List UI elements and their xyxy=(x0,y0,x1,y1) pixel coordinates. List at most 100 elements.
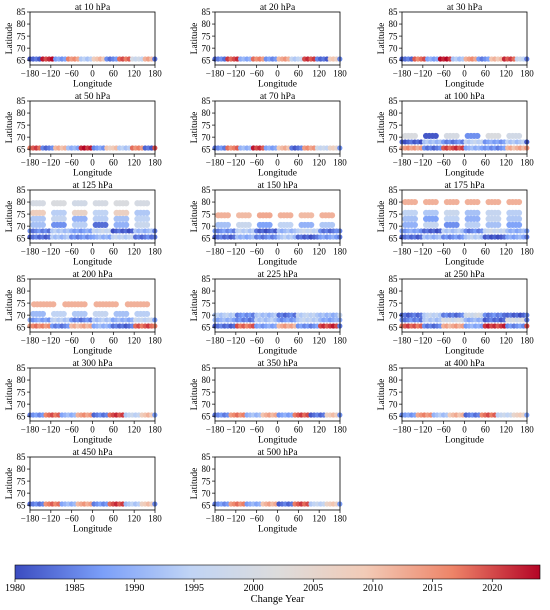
data-point xyxy=(60,221,67,229)
x-tick-label: 180 xyxy=(148,158,162,168)
data-point xyxy=(81,200,88,207)
y-tick-label: 85 xyxy=(389,7,399,17)
subplot-title: at 225 hPa xyxy=(257,270,298,280)
subplot-title: at 300 hPa xyxy=(72,359,113,369)
x-axis-label: Longitude xyxy=(258,80,297,90)
subplot-title: at 100 hPa xyxy=(444,92,485,102)
x-tick-label: 120 xyxy=(312,425,326,435)
x-tick-label: 60 xyxy=(294,247,304,257)
x-axis-label: Longitude xyxy=(258,169,297,179)
x-tick-label: 120 xyxy=(499,336,513,346)
x-tick-label: 180 xyxy=(148,514,162,524)
y-tick-label: 65 xyxy=(202,411,212,421)
y-tick-label: 75 xyxy=(389,298,399,308)
x-tick-label: −60 xyxy=(437,425,452,435)
y-tick-label: 85 xyxy=(17,452,27,462)
y-tick-label: 70 xyxy=(17,221,27,231)
y-axis-label: Latitude xyxy=(190,112,200,144)
x-tick-label: 0 xyxy=(90,247,95,257)
y-tick-label: 70 xyxy=(389,221,399,231)
colorbar-tick-label: 2015 xyxy=(423,583,443,594)
data-point xyxy=(60,200,67,207)
x-tick-label: 0 xyxy=(90,514,95,524)
data-point xyxy=(143,301,151,308)
x-tick-label: 180 xyxy=(520,158,534,168)
subplot-6: at 100 hPa 65 70 75 80 85 −180 −120 −60 0 60 120 180… xyxy=(377,92,534,179)
subplot-5: at 70 hPa 65 70 75 80 85 −180 −120 −60 0 60 120 180 L… xyxy=(190,92,347,179)
x-tick-label: 60 xyxy=(481,158,491,168)
y-tick-label: 65 xyxy=(389,411,399,421)
subplot-11: at 225 hPa 65 70 75 80 85 −180 −120 −60 0 60 120 180… xyxy=(190,270,347,357)
data-point xyxy=(123,310,130,318)
x-tick-label: 120 xyxy=(127,514,141,524)
y-tick-label: 75 xyxy=(17,209,27,219)
x-tick-label: −60 xyxy=(250,425,265,435)
data-point xyxy=(453,209,460,216)
x-tick-label: −180 xyxy=(21,425,40,435)
y-tick-label: 85 xyxy=(202,452,212,462)
y-tick-label: 70 xyxy=(17,43,27,53)
y-tick-label: 75 xyxy=(202,298,212,308)
y-tick-label: 65 xyxy=(389,144,399,154)
data-point xyxy=(266,212,273,219)
x-axis-label: Longitude xyxy=(73,347,112,357)
scatter-points xyxy=(399,412,530,418)
x-tick-label: 120 xyxy=(127,336,141,346)
x-tick-label: 180 xyxy=(148,247,162,257)
y-axis-label: Latitude xyxy=(5,468,15,500)
data-point xyxy=(39,200,46,207)
data-point xyxy=(411,221,418,229)
x-tick-label: 120 xyxy=(499,247,513,257)
scatter-points xyxy=(212,56,343,62)
y-tick-label: 85 xyxy=(17,363,27,373)
data-point xyxy=(39,310,46,318)
x-tick-label: 0 xyxy=(275,69,280,79)
x-tick-label: −120 xyxy=(227,247,246,257)
x-tick-label: 60 xyxy=(109,247,119,257)
x-axis-label: Longitude xyxy=(445,169,484,179)
data-point xyxy=(432,215,439,223)
x-tick-label: 0 xyxy=(275,247,280,257)
y-tick-label: 85 xyxy=(17,96,27,106)
y-tick-label: 75 xyxy=(389,120,399,130)
y-tick-label: 65 xyxy=(389,55,399,65)
data-point xyxy=(515,215,523,223)
x-axis-label: Longitude xyxy=(445,436,484,446)
colorbar-tick-label: 2000 xyxy=(244,583,264,594)
subplot-13: at 300 hPa 65 70 75 80 85 −180 −120 −60 0 60 120 180… xyxy=(5,359,162,446)
x-axis-label: Longitude xyxy=(73,525,112,535)
scatter-points xyxy=(399,312,530,329)
x-tick-label: −120 xyxy=(414,247,433,257)
x-tick-label: 0 xyxy=(462,425,467,435)
x-tick-label: 0 xyxy=(275,514,280,524)
subplot-title: at 125 hPa xyxy=(72,181,113,191)
y-tick-label: 65 xyxy=(17,233,27,243)
y-axis-label: Latitude xyxy=(190,290,200,322)
x-tick-label: 60 xyxy=(481,425,491,435)
x-tick-label: 180 xyxy=(148,69,162,79)
y-tick-label: 75 xyxy=(17,120,27,130)
data-point xyxy=(453,132,460,140)
data-point xyxy=(453,198,460,206)
y-tick-label: 65 xyxy=(389,322,399,332)
y-axis-label: Latitude xyxy=(190,201,200,233)
y-axis-label: Latitude xyxy=(377,290,387,322)
data-point xyxy=(102,209,109,216)
x-tick-label: 120 xyxy=(127,158,141,168)
scatter-points xyxy=(399,198,530,240)
x-tick-label: −120 xyxy=(42,69,61,79)
y-tick-label: 80 xyxy=(389,375,399,385)
subplot-title: at 70 hPa xyxy=(260,92,296,102)
data-point xyxy=(143,209,151,216)
y-tick-label: 75 xyxy=(202,209,212,219)
x-tick-label: 0 xyxy=(462,336,467,346)
x-tick-label: 0 xyxy=(90,336,95,346)
y-tick-label: 70 xyxy=(17,488,27,498)
data-point xyxy=(245,221,252,229)
y-axis-label: Latitude xyxy=(377,201,387,233)
y-tick-label: 75 xyxy=(202,387,212,397)
x-tick-label: 0 xyxy=(275,158,280,168)
data-point xyxy=(81,215,88,223)
x-tick-label: 60 xyxy=(294,425,304,435)
y-tick-label: 75 xyxy=(389,31,399,41)
